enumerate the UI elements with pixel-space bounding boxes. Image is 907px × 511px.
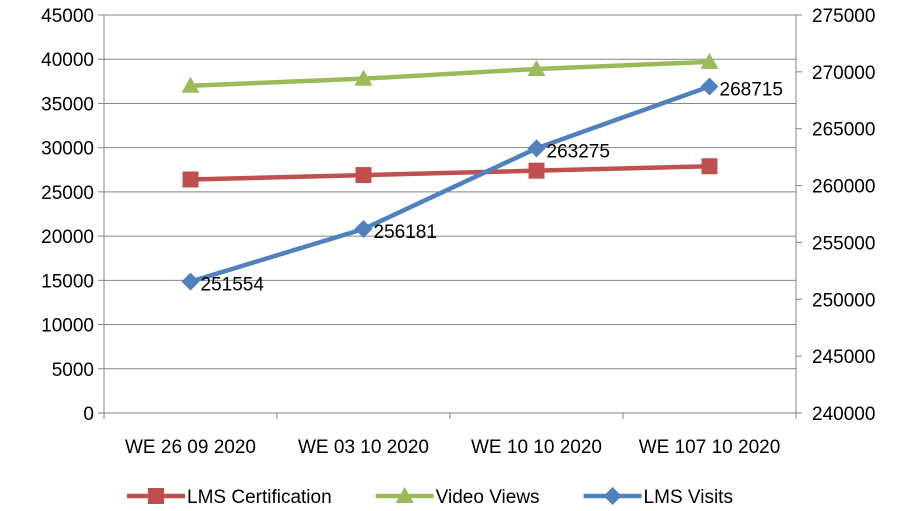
data-point [527,139,546,158]
data-point [528,162,545,179]
data-point [354,219,373,238]
right-axis-ticks: 240000 245000 250000 255000 260000 265000 2700… [796,6,875,425]
data-point [182,171,199,188]
legend: LMS Certification Video Views LMS Visits [127,487,733,508]
right-tick-label: 260000 [812,177,875,198]
data-point [181,76,200,93]
right-tick-label: 245000 [812,347,875,368]
series-line [190,163,710,182]
gridlines [104,14,796,414]
data-point [354,69,373,86]
legend-marker [603,487,622,505]
x-category-label: WE 107 10 2020 [639,437,781,458]
data-point [355,167,372,184]
left-tick-label: 15000 [41,271,94,292]
left-tick-label: 20000 [41,227,94,248]
legend-marker [395,487,414,503]
series-lines [181,52,719,291]
right-tick-label: 250000 [812,290,875,311]
right-tick-label: 255000 [812,233,875,254]
series-line [189,84,711,284]
legend-label: Video Views [436,487,540,508]
left-axis-ticks: 0 5000 10000 15000 20000 25000 30000 35000 40000… [41,6,104,425]
data-point [700,52,719,69]
data-label: 263275 [547,141,610,162]
data-point [527,59,546,76]
left-tick-label: 35000 [41,94,94,115]
right-tick-label: 270000 [812,63,875,84]
left-tick-label: 5000 [52,360,94,381]
data-label: 268715 [720,79,783,100]
data-labels: 251554 256181 263275 268715 [201,79,783,295]
left-tick-label: 45000 [41,6,94,27]
series-line [190,59,710,89]
legend-label: LMS Visits [644,487,733,508]
left-tick-label: 30000 [41,139,94,160]
left-tick-label: 40000 [41,50,94,71]
left-tick-label: 10000 [41,316,94,337]
data-label: 251554 [201,275,265,296]
data-point [181,272,200,291]
data-label: 256181 [374,222,437,243]
legend-label: LMS Certification [187,487,332,508]
x-category-label: WE 10 10 2020 [471,437,602,458]
left-tick-label: 0 [83,404,94,425]
right-tick-label: 265000 [812,120,875,141]
right-tick-label: 240000 [812,404,875,425]
data-point [701,158,718,175]
legend-marker [148,488,164,504]
x-axis-ticks: WE 26 09 2020 WE 03 10 2020 WE 10 10 2020 W… [103,413,797,458]
x-category-label: WE 03 10 2020 [298,437,429,458]
left-tick-label: 25000 [41,183,94,204]
right-tick-label: 275000 [812,6,875,27]
x-category-label: WE 26 09 2020 [125,437,256,458]
data-point [700,77,719,96]
